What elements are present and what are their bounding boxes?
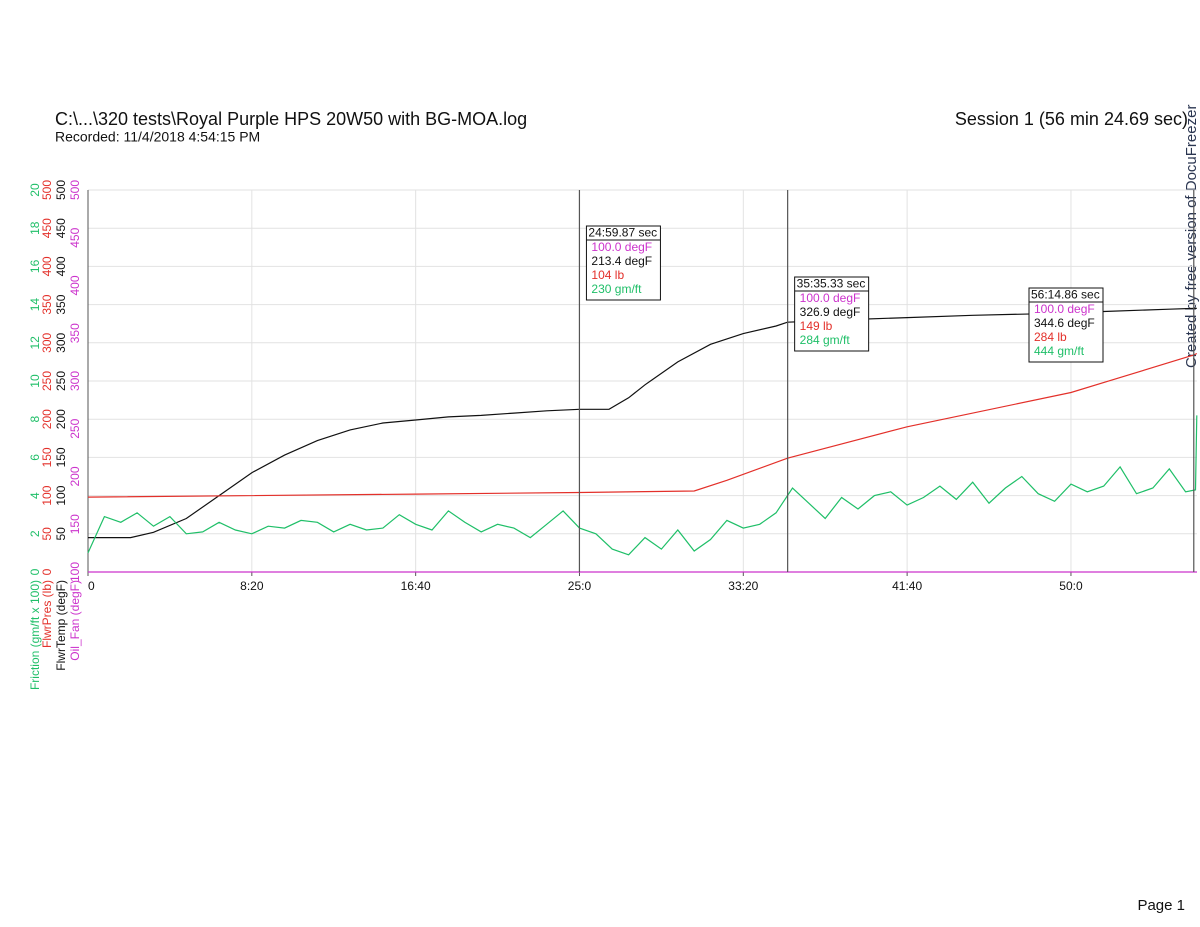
x-tick-label: 8:20 [240,579,264,593]
cursor-reading: 326.9 degF [800,305,861,319]
x-tick-label: 16:40 [401,579,431,593]
cursor-box [1028,287,1104,363]
series-line [87,415,1198,556]
y-tick-label: 450 [40,218,54,238]
y-tick-label: 14 [28,298,42,312]
y-tick-label: 4 [28,492,42,499]
y-tick-label: 400 [40,256,54,276]
axis-label: FlwrTemp (degF) [54,580,68,671]
recorded-date: Recorded: 11/4/2018 4:54:15 PM [55,129,260,145]
watermark: Created by free version of DocuFreezer [1183,105,1200,368]
cursor-reading: 213.4 degF [591,254,652,268]
y-tick-label: 250 [54,371,68,391]
y-tick-label: 2 [28,530,42,537]
y-tick-label: 300 [40,332,54,352]
y-tick-label: 500 [68,180,82,200]
cursor-box [794,276,870,352]
cursor-reading: 149 lb [800,319,833,333]
y-tick-label: 50 [54,527,68,541]
y-tick-label: 200 [68,466,82,486]
cursor-time: 35:35.33 sec [797,277,866,291]
y-tick-label: 350 [68,323,82,343]
y-tick-label: 12 [28,336,42,350]
x-tick-label: 33:20 [728,579,758,593]
y-tick-label: 20 [28,183,42,197]
y-tick-label: 50 [40,527,54,541]
cursor-time: 24:59.87 sec [588,226,657,240]
axis-label: FlwrPres (lb) [40,580,54,648]
y-tick-label: 350 [40,294,54,314]
y-tick-label: 500 [40,180,54,200]
cursor-reading: 100.0 degF [800,291,861,305]
y-tick-label: 0 [40,568,54,575]
x-tick-label: 41:40 [892,579,922,593]
y-tick-label: 150 [40,447,54,467]
y-tick-label: 450 [54,218,68,238]
y-tick-label: 8 [28,416,42,423]
y-tick-label: 150 [54,447,68,467]
file-title: C:\...\320 tests\Royal Purple HPS 20W50 … [55,109,527,129]
y-tick-label: 150 [68,514,82,534]
y-tick-label: 250 [68,418,82,438]
cursor-reading: 284 lb [1034,330,1067,344]
cursor-reading: 444 gm/ft [1034,344,1085,358]
series-line [88,307,1197,539]
cursor-time: 56:14.86 sec [1031,288,1100,302]
cursor-reading: 230 gm/ft [591,282,642,296]
y-tick-label: 200 [40,409,54,429]
x-tick-label: 0 [88,579,95,593]
y-tick-label: 18 [28,221,42,235]
y-tick-label: 200 [54,409,68,429]
series-line [87,352,1198,498]
y-tick-label: 250 [40,371,54,391]
y-tick-label: 400 [54,256,68,276]
y-tick-label: 6 [28,454,42,461]
cursor-reading: 100.0 degF [1034,302,1095,316]
y-tick-label: 500 [54,180,68,200]
page-number: Page 1 [1137,897,1185,914]
axis-label: Oil_Fan (degF) [68,580,82,661]
y-tick-label: 0 [28,568,42,575]
y-tick-label: 450 [68,227,82,247]
x-tick-label: 50:0 [1059,579,1083,593]
y-tick-label: 100 [68,562,82,582]
cursor-reading: 104 lb [591,268,624,282]
cursor-reading: 100.0 degF [591,240,652,254]
cursor-box [585,225,661,301]
y-tick-label: 400 [68,275,82,295]
cursor-reading: 344.6 degF [1034,316,1095,330]
y-tick-label: 300 [68,371,82,391]
x-tick-label: 25:0 [568,579,592,593]
y-tick-label: 300 [54,332,68,352]
y-tick-label: 350 [54,294,68,314]
y-tick-label: 100 [54,485,68,505]
y-tick-label: 16 [28,259,42,273]
session-info: Session 1 (56 min 24.69 sec) [955,109,1188,129]
cursor-reading: 284 gm/ft [800,333,851,347]
axis-label: Friction (gm/ft x 100) [28,580,42,690]
y-tick-label: 10 [28,374,42,388]
y-tick-label: 100 [40,485,54,505]
